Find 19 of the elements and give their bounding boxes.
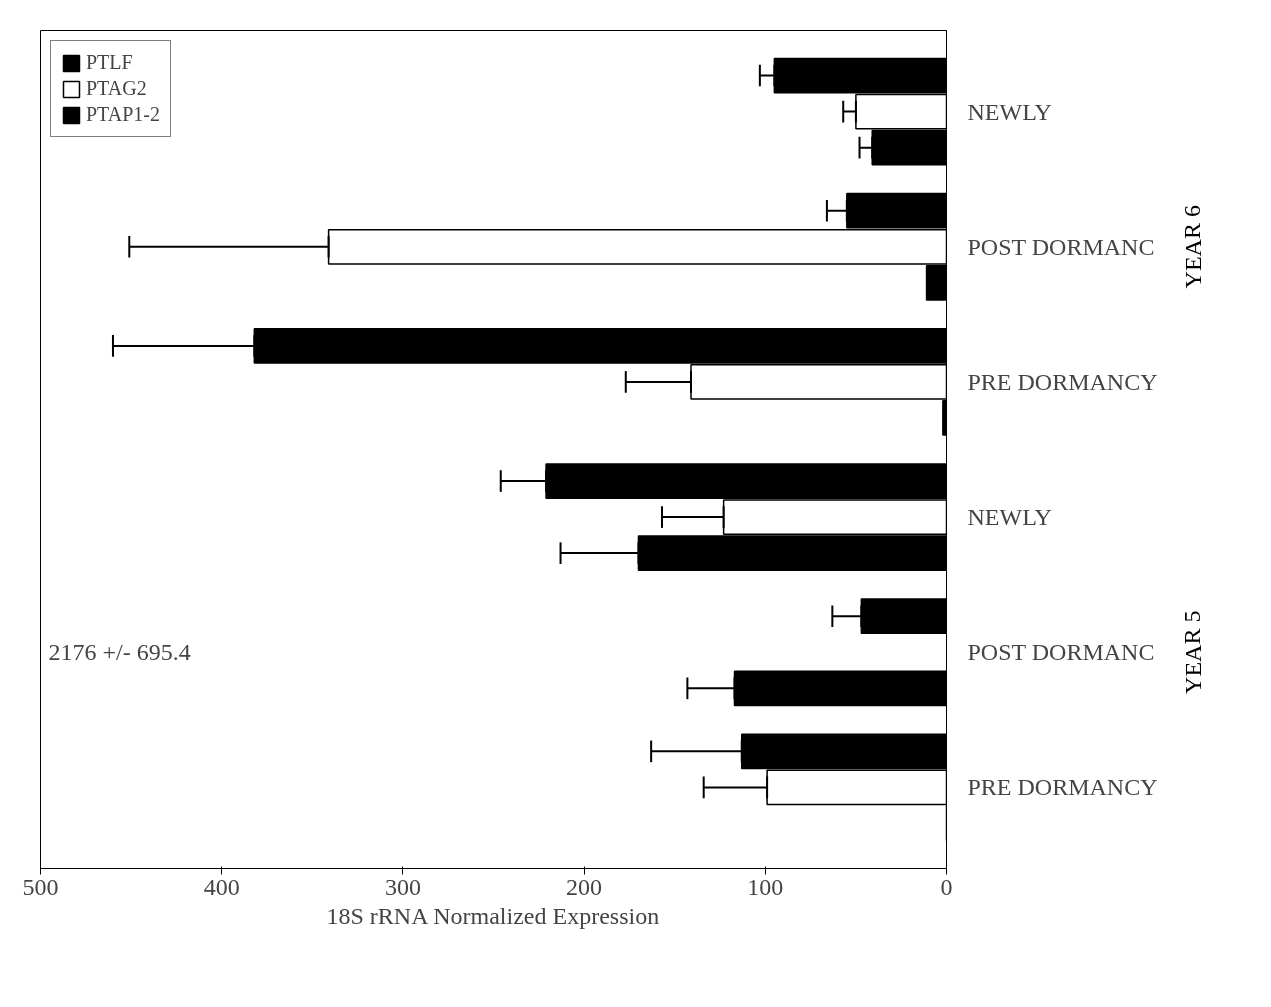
y-tick-label: NEWLY — [967, 98, 1052, 125]
y-tick-label: POST DORMANC — [967, 233, 1155, 260]
legend-label: PTLF — [86, 51, 133, 74]
x-tick-label: 500 — [22, 873, 59, 900]
text: YEAR 6 — [1179, 205, 1206, 289]
x-tick-label: 400 — [203, 873, 240, 900]
x-tick-label: 200 — [566, 873, 603, 900]
y-tick-label: NEWLY — [967, 504, 1052, 531]
y-tick-label: POST DORMANC — [967, 639, 1155, 666]
y-tick-label: PRE DORMANCY — [967, 774, 1158, 801]
x-axis-title: 18S rRNA Normalized Expression — [326, 902, 660, 929]
legend-label: PTAP1-2 — [86, 103, 160, 126]
y-tick-label: PRE DORMANCY — [967, 368, 1158, 395]
legend-label: PTAG2 — [86, 77, 147, 100]
x-tick-label: 0 — [940, 873, 953, 900]
x-tick-label: 300 — [384, 873, 421, 900]
text: YEAR 5 — [1179, 610, 1206, 694]
x-tick-label: 100 — [747, 873, 784, 900]
annotation: 2176 +/- 695.4 — [48, 639, 191, 666]
